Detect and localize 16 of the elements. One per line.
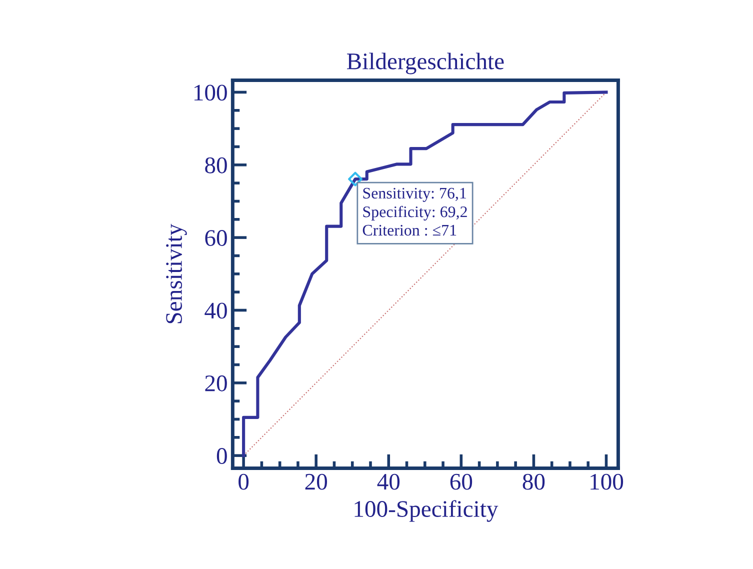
y-tick-label: 60 (205, 230, 227, 246)
y-tick-label: 80 (205, 157, 227, 174)
y-tick-label: 40 (204, 302, 227, 319)
x-tick-label: 40 (377, 474, 400, 490)
x-axis-title: 100-Specificity (354, 500, 498, 522)
x-tick-label: 20 (305, 474, 327, 490)
x-tick-label: 100 (590, 474, 624, 490)
x-tick-label: 60 (450, 474, 472, 490)
annotation: Sensitivity: 76,1 Specificity: 69,2 Criterion : ≤71 (362, 188, 467, 236)
y-tick-label: 100 (194, 84, 227, 101)
x-tick-label: 0 (238, 474, 249, 490)
y-axis-title: Sensitivity (166, 224, 187, 324)
chart-title: Bildergeschichte (346, 52, 504, 74)
y-tick-label: 0 (216, 448, 227, 464)
y-tick-label: 20 (205, 375, 227, 392)
x-tick-label: 80 (522, 474, 545, 490)
